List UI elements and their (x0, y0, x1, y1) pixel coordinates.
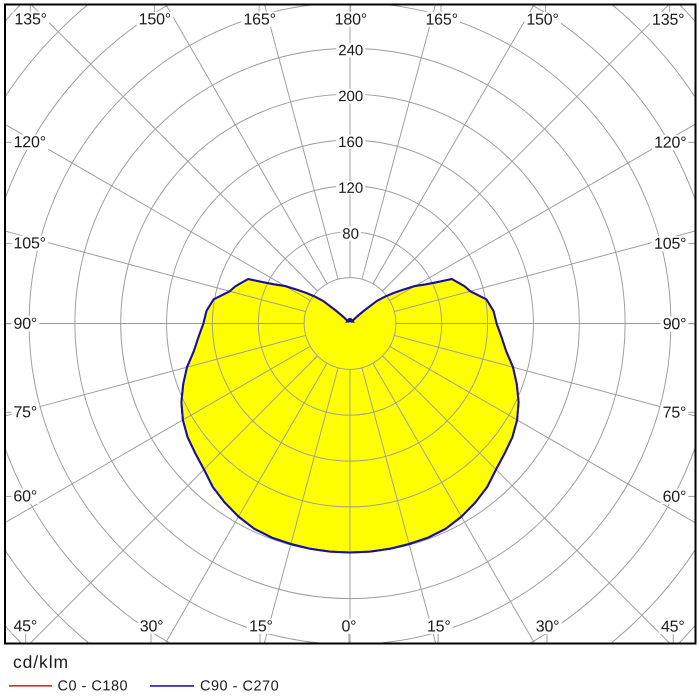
svg-text:15°: 15° (427, 618, 451, 635)
svg-text:45°: 45° (661, 619, 685, 636)
svg-text:60°: 60° (13, 488, 37, 505)
svg-text:30°: 30° (536, 619, 560, 636)
svg-text:165°: 165° (243, 11, 275, 28)
svg-text:80: 80 (342, 226, 359, 243)
svg-text:105°: 105° (654, 236, 686, 253)
svg-text:165°: 165° (425, 12, 457, 29)
svg-text:120: 120 (338, 180, 363, 197)
svg-text:135°: 135° (15, 11, 47, 28)
svg-text:120°: 120° (654, 135, 686, 152)
svg-text:90°: 90° (663, 316, 687, 333)
svg-text:C0 - C180: C0 - C180 (57, 678, 128, 694)
svg-text:15°: 15° (249, 618, 273, 635)
svg-text:180°: 180° (335, 12, 367, 29)
svg-text:200: 200 (338, 88, 363, 105)
svg-text:60°: 60° (663, 489, 687, 506)
svg-text:160: 160 (338, 134, 363, 151)
svg-text:45°: 45° (13, 618, 37, 635)
svg-text:0°: 0° (341, 618, 356, 635)
svg-text:75°: 75° (663, 405, 687, 422)
svg-text:cd/klm: cd/klm (13, 652, 69, 672)
svg-text:C90 - C270: C90 - C270 (200, 678, 279, 694)
svg-text:150°: 150° (526, 12, 558, 29)
svg-text:30°: 30° (140, 618, 164, 635)
svg-text:75°: 75° (13, 404, 37, 421)
svg-text:135°: 135° (652, 12, 684, 29)
svg-text:120°: 120° (14, 134, 46, 151)
svg-text:150°: 150° (139, 11, 171, 28)
svg-text:240: 240 (338, 42, 363, 59)
svg-text:90°: 90° (14, 316, 38, 333)
svg-text:105°: 105° (14, 235, 46, 252)
